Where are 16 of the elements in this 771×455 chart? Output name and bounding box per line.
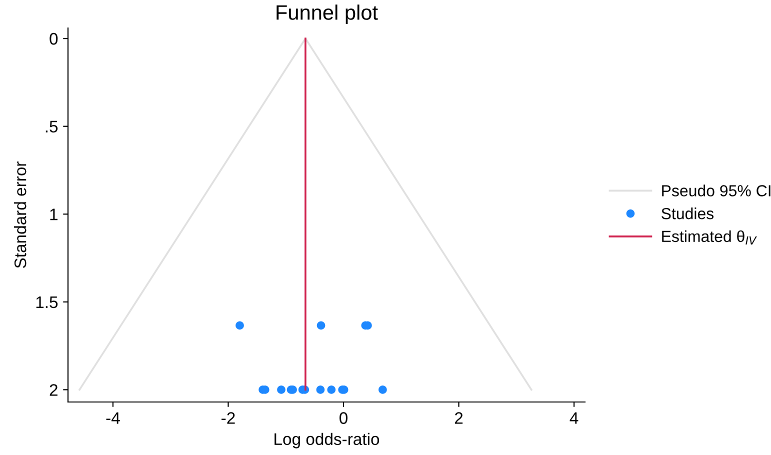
x-axis-title: Log odds-ratio (274, 432, 380, 448)
y-tick-label: 2 (50, 384, 58, 396)
y-tick-label: 0 (50, 32, 58, 45)
legend-label: Pseudo 95% CI (662, 184, 770, 196)
x-tick-label: 0 (340, 412, 348, 424)
x-tick-label: 4 (570, 412, 578, 424)
legend-label: Studies (662, 208, 714, 220)
y-axis-title: Standard error (14, 162, 26, 268)
chart-title: Funnel plot (276, 4, 378, 24)
legend-label: Estimated θ$_{IV}$ (662, 230, 757, 245)
x-tick-label: -2 (222, 412, 235, 424)
y-tick-label: 1 (50, 208, 58, 220)
x-tick-label: 2 (454, 412, 463, 424)
y-tick-label: .5 (46, 120, 58, 133)
x-tick-label: -4 (106, 412, 120, 424)
y-tick-label: 1.5 (36, 296, 58, 308)
